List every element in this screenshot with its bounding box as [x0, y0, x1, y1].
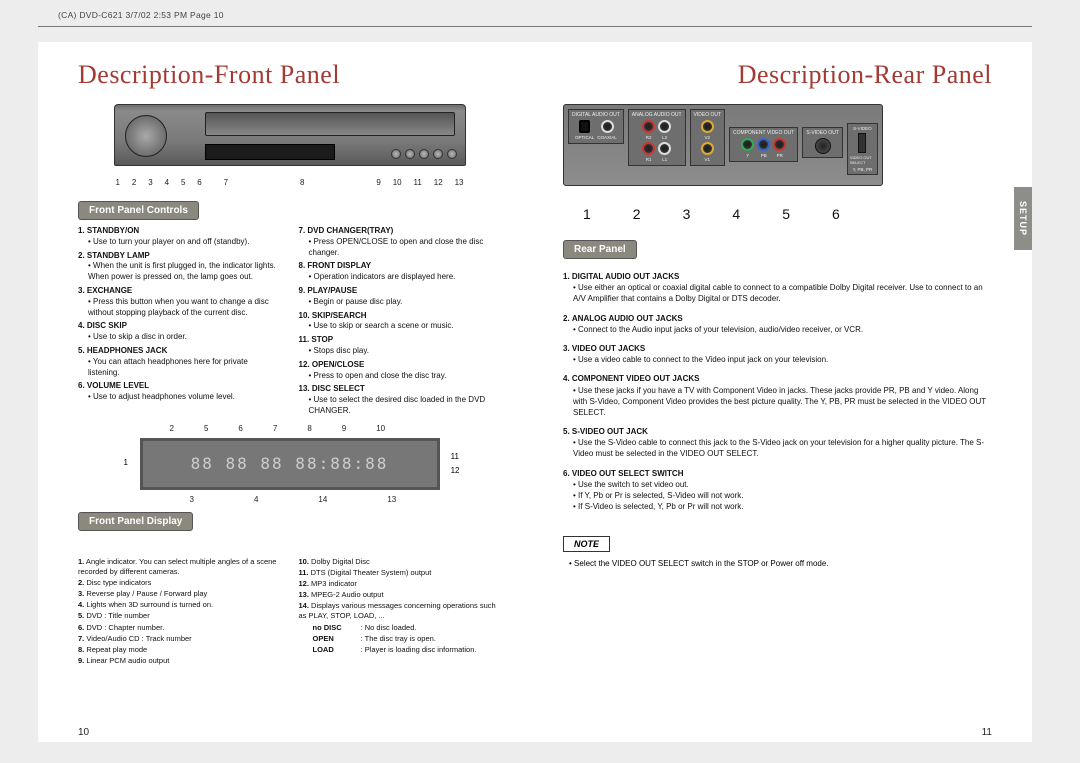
display-item: 1. Angle indicator. You can select multi… [78, 557, 281, 577]
display-item: 5. DVD : Title number [78, 611, 281, 621]
display-item: 9. Linear PCM audio output [78, 656, 281, 666]
note-body: Select the VIDEO OUT SELECT switch in th… [563, 558, 992, 569]
page-left: Description-Front Panel 1 2 3 4 5 6 7 8 … [38, 42, 535, 742]
display-item: 13. MPEG-2 Audio output [299, 590, 502, 600]
display-item: 14. Displays various messages concerning… [299, 601, 502, 621]
badge-rear-panel: Rear Panel [563, 240, 637, 259]
header-meta: (CA) DVD-C621 3/7/02 2:53 PM Page 10 [58, 10, 224, 20]
badge-front-panel-controls: Front Panel Controls [78, 201, 199, 220]
rear-item: 5. S-VIDEO OUT JACKUse the S-Video cable… [563, 426, 992, 460]
front-display-list: 1. Angle indicator. You can select multi… [78, 557, 501, 667]
jack-group-component: COMPONENT VIDEO OUT Y PB PR [729, 127, 798, 162]
jack-group-svideo: S-VIDEO OUT [802, 127, 843, 158]
dvd-button-row [391, 149, 457, 159]
control-item: 7. DVD CHANGER(TRAY)Press OPEN/CLOSE to … [299, 226, 502, 258]
title-front-panel: Description-Front Panel [78, 60, 501, 90]
control-item: 12. OPEN/CLOSEPress to open and close th… [299, 360, 502, 382]
control-item: 10. SKIP/SEARCHUse to skip or search a s… [299, 311, 502, 333]
control-item: 2. STANDBY LAMPWhen the unit is first pl… [78, 251, 281, 283]
display-right-callouts: 1112 [451, 450, 460, 479]
front-controls-list: 1. STANDBY/ONUse to turn your player on … [78, 226, 501, 420]
rear-device-illustration: DIGITAL AUDIO OUT OPTICAL COAXIAL ANALOG… [563, 104, 883, 222]
header-rule [38, 26, 1032, 27]
rear-item: 6. VIDEO OUT SELECT SWITCHUse the switch… [563, 468, 992, 513]
display-item: 8. Repeat play mode [78, 645, 281, 655]
rear-callout-numbers: 1 2 3 4 5 6 [563, 186, 883, 222]
page-number-right: 11 [982, 727, 992, 738]
control-item: 1. STANDBY/ONUse to turn your player on … [78, 226, 281, 248]
control-item: 8. FRONT DISPLAYOperation indicators are… [299, 261, 502, 283]
display-item: 12. MP3 indicator [299, 579, 502, 589]
front-display-illustration: 25678910 1 88 88 88 88:88:88 1112 341413 [140, 438, 440, 490]
dvd-front-display [205, 144, 335, 160]
jack-group-video: VIDEO OUT V2V1 [690, 109, 726, 166]
page-right: Description-Rear Panel SETUP DIGITAL AUD… [535, 42, 1032, 742]
title-rear-panel: Description-Rear Panel [563, 60, 992, 90]
control-item: 6. VOLUME LEVELUse to adjust headphones … [78, 381, 281, 403]
control-item: 11. STOPStops disc play. [299, 335, 502, 357]
display-message: OPEN : The disc tray is open. [299, 634, 502, 644]
display-bottom-callouts: 341413 [190, 495, 397, 504]
control-item: 13. DISC SELECTUse to select the desired… [299, 384, 502, 416]
control-item: 3. EXCHANGEPress this button when you wa… [78, 286, 281, 318]
dvd-tray [205, 112, 455, 136]
control-item: 5. HEADPHONES JACKYou can attach headpho… [78, 346, 281, 378]
manual-spread: Description-Front Panel 1 2 3 4 5 6 7 8 … [38, 42, 1032, 742]
front-device-illustration: 1 2 3 4 5 6 7 8 9 10 11 12 13 [114, 104, 466, 187]
display-item: 10. Dolby Digital Disc [299, 557, 502, 567]
display-top-callouts: 25678910 [170, 424, 386, 433]
page-number-left: 10 [78, 727, 89, 738]
display-item: 7. Video/Audio CD : Track number [78, 634, 281, 644]
front-callout-numbers: 1 2 3 4 5 6 7 8 9 10 11 12 13 [114, 166, 466, 187]
jack-group-analog: ANALOG AUDIO OUT R2R1 L2L1 [628, 109, 686, 166]
rear-item: 2. ANALOG AUDIO OUT JACKSConnect to the … [563, 313, 992, 335]
setup-tab: SETUP [1014, 187, 1032, 250]
display-item: 3. Reverse play / Pause / Forward play [78, 589, 281, 599]
video-out-select-switch: S-VIDEO VIDEO OUT SELECT Y, PB, PR [847, 123, 878, 175]
display-item: 6. DVD : Chapter number. [78, 623, 281, 633]
control-item: 4. DISC SKIPUse to skip a disc in order. [78, 321, 281, 343]
note-header: NOTE [563, 536, 610, 552]
rear-item: 1. DIGITAL AUDIO OUT JACKSUse either an … [563, 271, 992, 305]
note-box: NOTE Select the VIDEO OUT SELECT switch … [563, 534, 992, 569]
rear-panel-list: 1. DIGITAL AUDIO OUT JACKSUse either an … [563, 271, 992, 512]
display-item: 11. DTS (Digital Theater System) output [299, 568, 502, 578]
dvd-knob [125, 115, 167, 157]
display-screen: 88 88 88 88:88:88 [140, 438, 440, 490]
display-message: LOAD : Player is loading disc informatio… [299, 645, 502, 655]
display-item: 2. Disc type indicators [78, 578, 281, 588]
display-message: no DISC : No disc loaded. [299, 623, 502, 633]
dvd-player-front [114, 104, 466, 166]
rear-item: 3. VIDEO OUT JACKSUse a video cable to c… [563, 343, 992, 365]
badge-front-panel-display: Front Panel Display [78, 512, 193, 531]
display-left-callout: 1 [124, 458, 128, 467]
control-item: 9. PLAY/PAUSEBegin or pause disc play. [299, 286, 502, 308]
jack-group-digital: DIGITAL AUDIO OUT OPTICAL COAXIAL [568, 109, 624, 144]
dvd-player-rear: DIGITAL AUDIO OUT OPTICAL COAXIAL ANALOG… [563, 104, 883, 186]
display-item: 4. Lights when 3D surround is turned on. [78, 600, 281, 610]
rear-item: 4. COMPONENT VIDEO OUT JACKSUse these ja… [563, 373, 992, 418]
